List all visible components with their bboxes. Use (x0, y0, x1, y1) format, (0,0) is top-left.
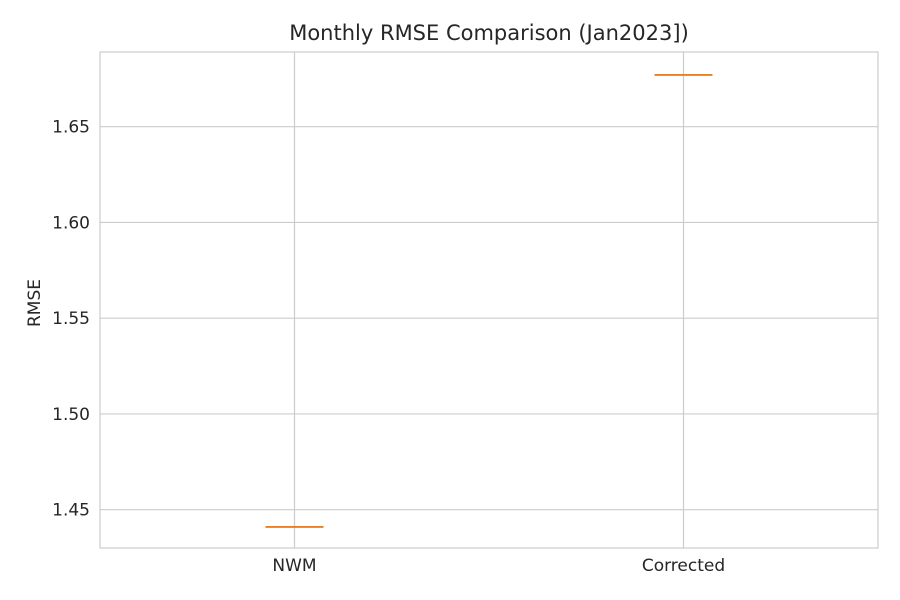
plot-marks (265, 74, 713, 528)
y-tick-label: 1.45 (52, 501, 90, 521)
x-tick-labels: NWM Corrected (272, 556, 725, 576)
y-tick-label: 1.55 (52, 309, 90, 329)
chart-title: Monthly RMSE Comparison (Jan2023]) (289, 21, 689, 45)
y-axis-label: RMSE (25, 279, 45, 327)
y-tick-labels: 1.45 1.50 1.55 1.60 1.65 (52, 118, 90, 521)
y-tick-label: 1.50 (52, 405, 90, 425)
x-tick-label: NWM (272, 556, 316, 576)
y-tick-label: 1.65 (52, 118, 90, 138)
x-tick-label: Corrected (642, 556, 725, 576)
plot-frame (99, 51, 879, 549)
y-tick-label: 1.60 (52, 213, 90, 233)
grid-lines (100, 52, 878, 548)
